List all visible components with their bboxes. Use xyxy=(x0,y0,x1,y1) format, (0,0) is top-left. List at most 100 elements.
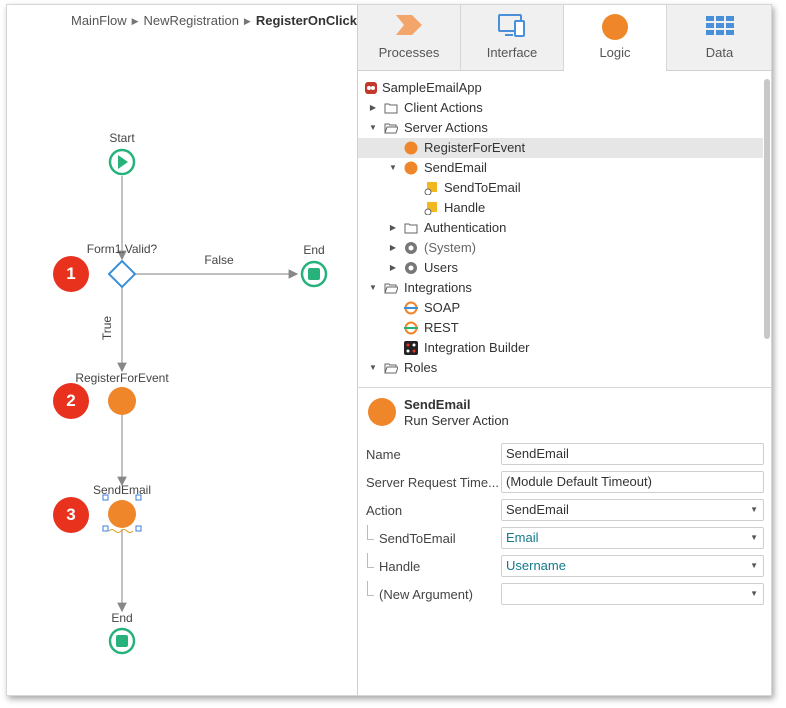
breadcrumb-item-newregistration[interactable]: NewRegistration xyxy=(143,13,239,28)
tree-item-handle[interactable]: Handle xyxy=(358,198,763,218)
tree-line xyxy=(367,581,374,596)
register-for-event-node[interactable] xyxy=(108,387,136,415)
tree-item-roles[interactable]: ▼ Roles xyxy=(358,358,763,378)
end-node-1[interactable] xyxy=(300,260,328,288)
expand-right-icon[interactable]: ▶ xyxy=(389,263,397,272)
end-label-2: End xyxy=(111,611,133,625)
field-value: Username xyxy=(506,558,566,573)
start-node[interactable] xyxy=(108,148,136,176)
tree-item-app[interactable]: SampleEmailApp xyxy=(358,78,763,98)
action-icon xyxy=(404,141,418,155)
data-icon xyxy=(705,13,735,40)
handle-dropdown[interactable]: Username ▼ xyxy=(501,555,764,577)
tab-processes[interactable]: Processes xyxy=(358,5,461,70)
property-label: Server Request Time... xyxy=(366,475,499,490)
tree-line xyxy=(367,525,374,540)
folder-icon xyxy=(404,221,418,235)
tree-item-integrations[interactable]: ▼ Integrations xyxy=(358,278,763,298)
true-branch-label: True xyxy=(100,315,114,341)
tree-item-send-email[interactable]: ▼ SendEmail xyxy=(358,158,763,178)
module-icon xyxy=(404,261,418,275)
tree-item-send-to-email[interactable]: SendToEmail xyxy=(358,178,763,198)
expand-right-icon[interactable]: ▶ xyxy=(389,243,397,252)
send-email-label: SendEmail xyxy=(92,483,152,497)
tab-data-label: Data xyxy=(705,45,734,60)
start-label: Start xyxy=(109,131,135,145)
soap-icon xyxy=(404,301,418,315)
field-value: SendEmail xyxy=(506,502,569,517)
tree-label: Roles xyxy=(404,360,438,375)
tree-label: SendEmail xyxy=(424,160,487,175)
tab-logic-label: Logic xyxy=(599,45,631,60)
flow-diagram xyxy=(102,148,328,655)
tree-item-server-actions[interactable]: ▼ Server Actions xyxy=(358,118,763,138)
tree-label: Integrations xyxy=(404,280,472,295)
input-param-icon xyxy=(424,201,438,216)
register-for-event-label: RegisterForEvent xyxy=(75,371,169,385)
collapse-down-icon[interactable]: ▼ xyxy=(369,123,377,132)
action-dropdown[interactable]: SendEmail ▼ xyxy=(501,499,764,521)
tree-item-soap[interactable]: SOAP xyxy=(358,298,763,318)
dropdown-caret-icon: ▼ xyxy=(750,589,758,598)
tree-item-rest[interactable]: REST xyxy=(358,318,763,338)
tree-label: SampleEmailApp xyxy=(382,80,482,95)
tree-label: SOAP xyxy=(424,300,461,315)
breadcrumb-item-mainflow[interactable]: MainFlow xyxy=(71,13,127,28)
property-server-request-timeout: Server Request Time... (Module Default T… xyxy=(358,469,771,497)
tree-label: Handle xyxy=(444,200,486,215)
integration-builder-icon xyxy=(404,341,418,355)
tree-label: Integration Builder xyxy=(424,340,530,355)
property-new-argument: (New Argument) ▼ xyxy=(358,581,771,609)
end-node-2[interactable] xyxy=(108,627,136,655)
folder-open-icon xyxy=(384,361,399,375)
send-email-node[interactable] xyxy=(102,494,142,533)
tab-interface[interactable]: Interface xyxy=(461,5,564,70)
tree-label: RegisterForEvent xyxy=(424,140,526,155)
breadcrumb-current: RegisterOnClick xyxy=(255,13,357,28)
property-label: SendToEmail xyxy=(379,531,456,546)
server-request-timeout-field[interactable]: (Module Default Timeout) xyxy=(501,471,764,493)
flow-canvas[interactable]: MainFlow ▶ NewRegistration ▶ RegisterOnClick xyxy=(7,5,357,695)
new-argument-dropdown[interactable]: ▼ xyxy=(501,583,764,605)
app-icon xyxy=(364,81,378,95)
tree-item-client-actions[interactable]: ▶ Client Actions xyxy=(358,98,763,118)
tree-item-register-for-event[interactable]: RegisterForEvent xyxy=(358,138,763,158)
property-name: Name SendEmail xyxy=(358,441,771,469)
send-to-email-dropdown[interactable]: Email ▼ xyxy=(501,527,764,549)
tree-item-authentication[interactable]: ▶ Authentication xyxy=(358,218,763,238)
dropdown-caret-icon: ▼ xyxy=(750,533,758,542)
tree-item-integration-builder[interactable]: Integration Builder xyxy=(358,338,763,358)
tab-logic[interactable]: Logic xyxy=(564,5,667,71)
property-label: Handle xyxy=(379,559,421,574)
tree-item-users[interactable]: ▶ Users xyxy=(358,258,763,278)
tree-item-system[interactable]: ▶ (System) xyxy=(358,238,763,258)
tab-data[interactable]: Data xyxy=(667,5,771,70)
tree-label: SendToEmail xyxy=(444,180,521,195)
if-label: Form1.Valid? xyxy=(86,242,158,256)
folder-icon xyxy=(384,101,398,115)
if-node[interactable] xyxy=(107,259,137,289)
collapse-down-icon[interactable]: ▼ xyxy=(369,283,377,292)
expand-right-icon[interactable]: ▶ xyxy=(389,223,397,232)
interface-icon xyxy=(497,13,527,42)
name-field[interactable]: SendEmail xyxy=(501,443,764,465)
dropdown-caret-icon: ▼ xyxy=(750,561,758,570)
tree-label: REST xyxy=(424,320,459,335)
property-send-to-email: SendToEmail Email ▼ xyxy=(358,525,771,553)
step-badge-3: 3 xyxy=(53,497,89,533)
property-handle: Handle Username ▼ xyxy=(358,553,771,581)
expand-right-icon[interactable]: ▶ xyxy=(369,103,377,112)
tree-scrollbar[interactable] xyxy=(764,79,770,339)
property-label: Action xyxy=(366,503,403,518)
tree-label: Server Actions xyxy=(404,120,488,135)
module-icon xyxy=(404,241,418,255)
field-value: (Module Default Timeout) xyxy=(506,474,652,489)
collapse-down-icon[interactable]: ▼ xyxy=(369,363,377,372)
tab-processes-label: Processes xyxy=(378,45,440,60)
step-badge-1: 1 xyxy=(53,256,89,292)
tree-label: (System) xyxy=(424,240,476,255)
tab-interface-label: Interface xyxy=(486,45,538,60)
collapse-down-icon[interactable]: ▼ xyxy=(389,163,397,172)
breadcrumb: MainFlow ▶ NewRegistration ▶ RegisterOnClick xyxy=(71,13,357,28)
service-studio-window: MainFlow ▶ NewRegistration ▶ RegisterOnClick xyxy=(6,4,772,696)
